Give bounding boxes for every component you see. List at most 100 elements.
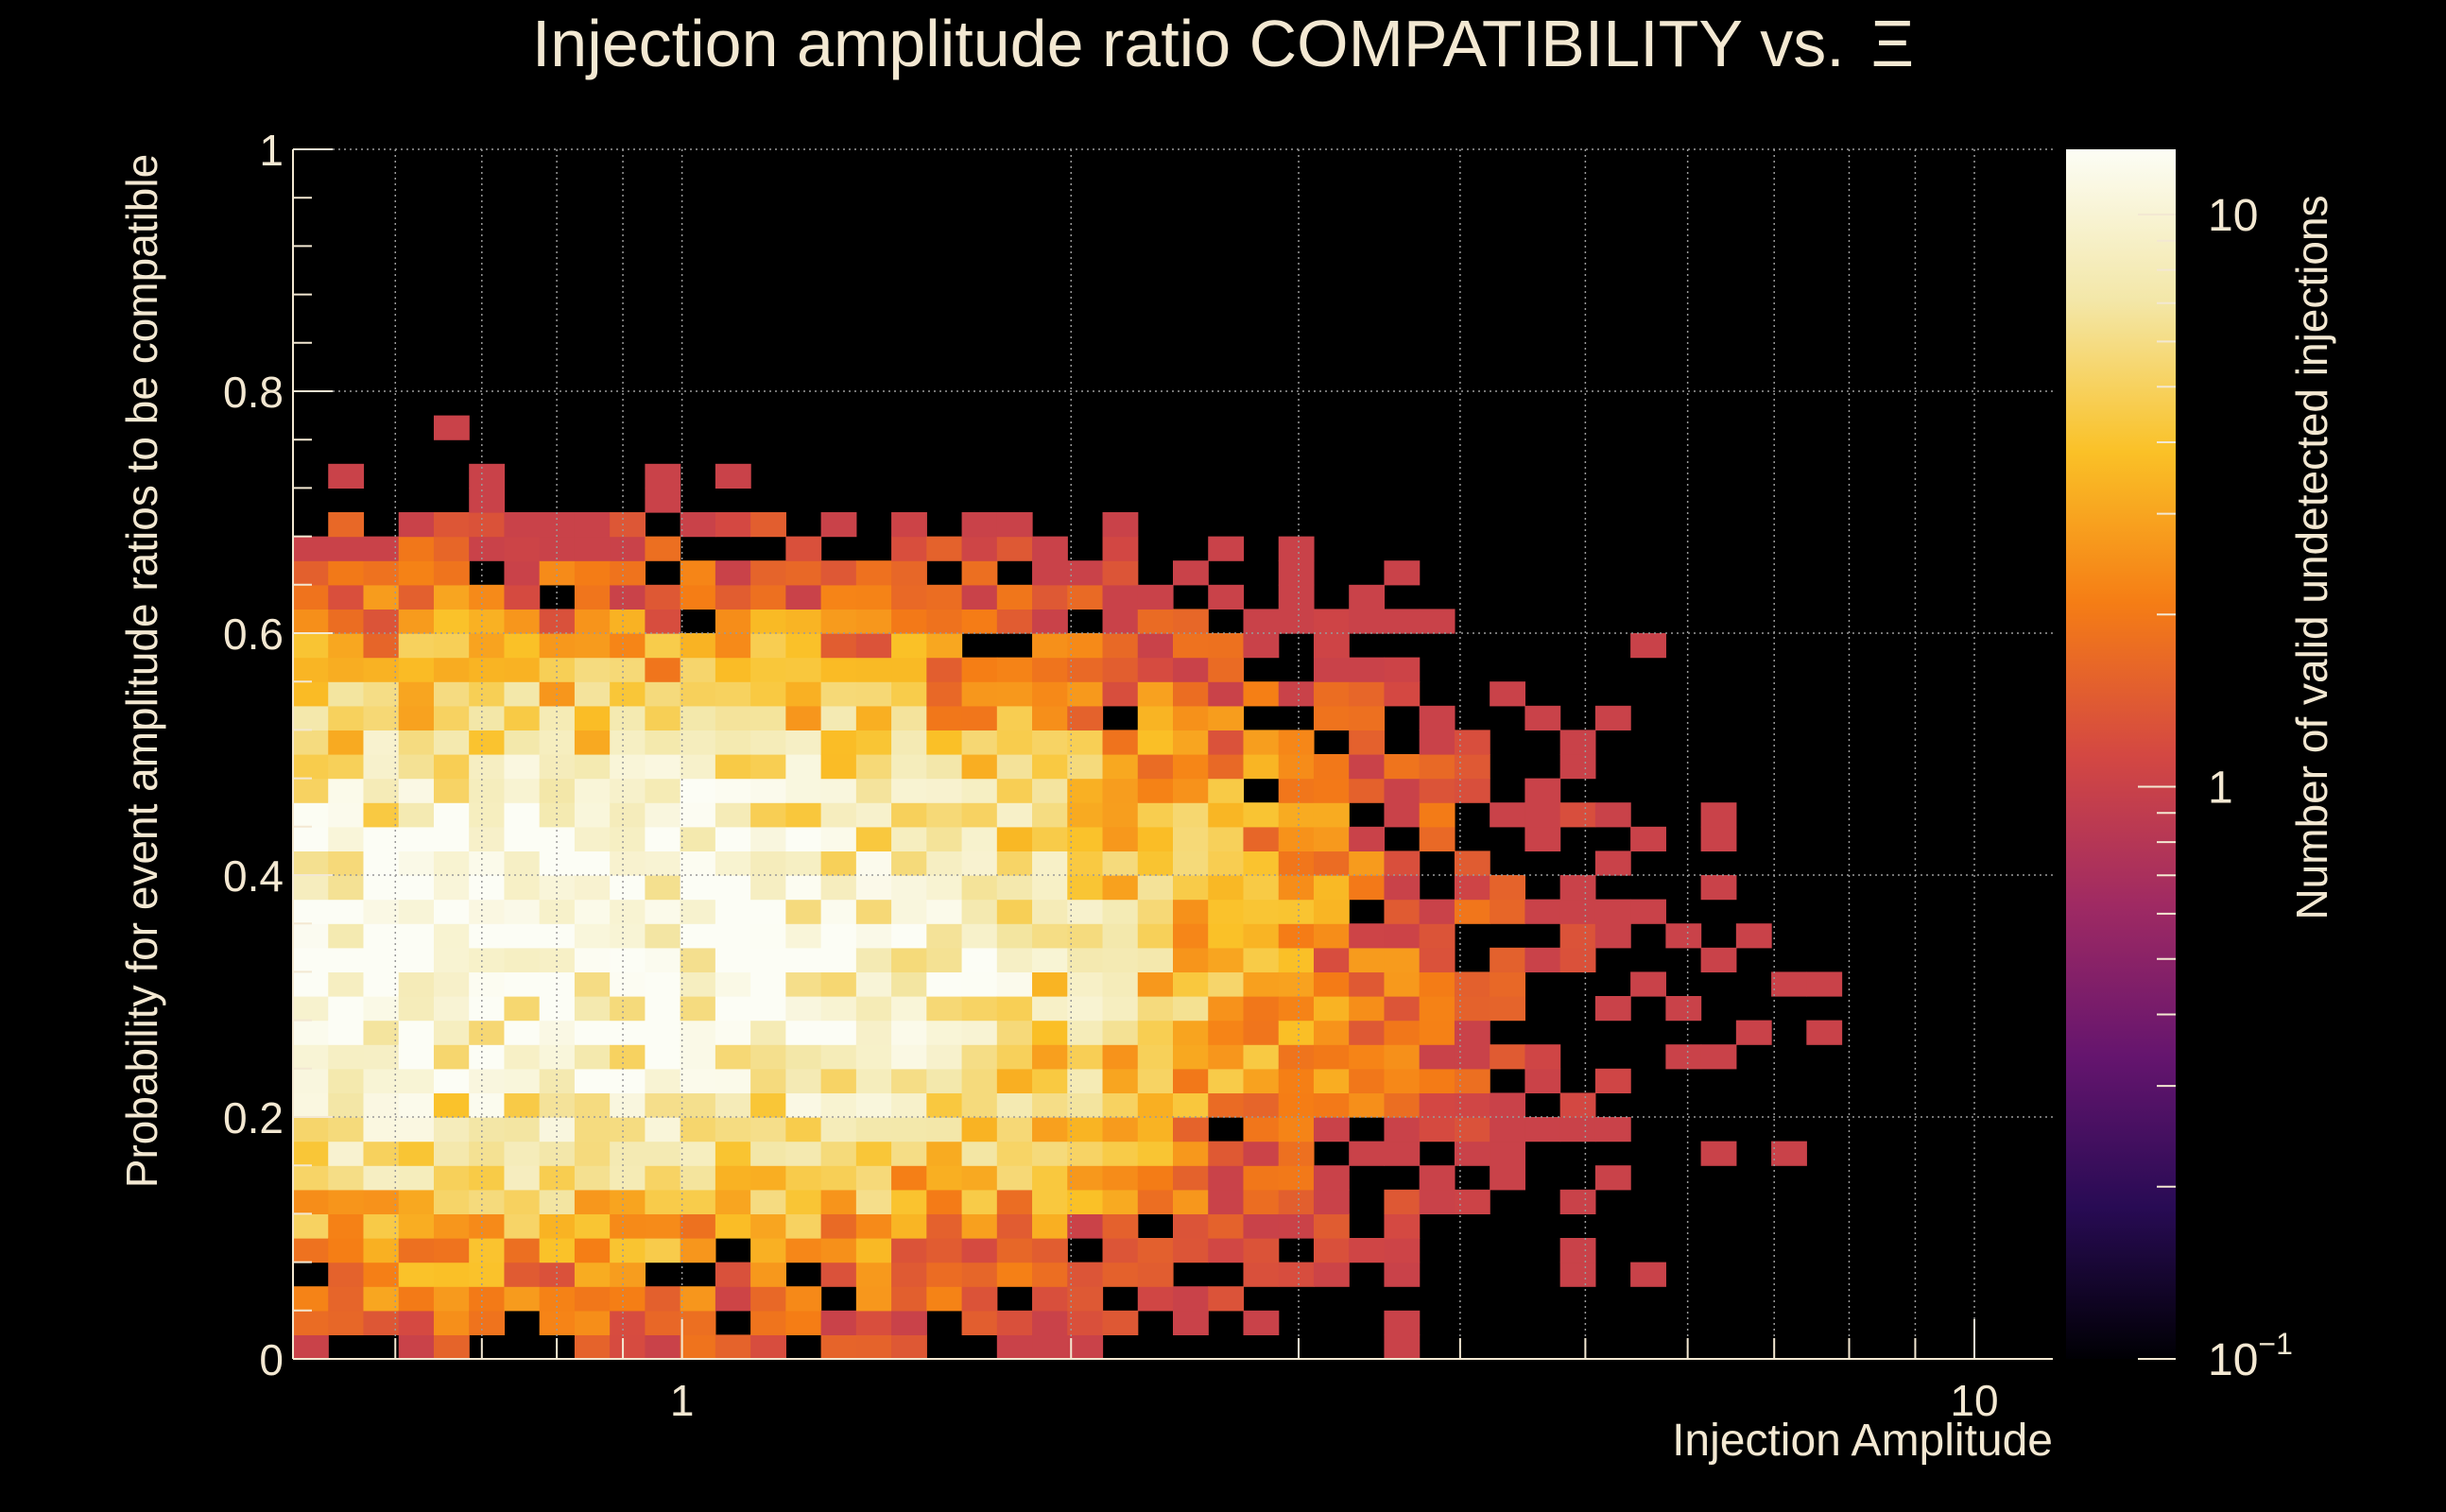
heatmap-cell xyxy=(610,1238,646,1263)
heatmap-cell xyxy=(961,560,998,586)
heatmap-cell xyxy=(610,754,646,780)
heatmap-cell xyxy=(1208,536,1245,561)
heatmap-cell xyxy=(293,1020,329,1045)
heatmap-cell xyxy=(1032,754,1068,780)
heatmap-cell xyxy=(1278,584,1315,610)
heatmap-cell xyxy=(1067,996,1104,1022)
heatmap-cell xyxy=(750,1165,786,1191)
heatmap-cell xyxy=(1032,971,1068,997)
heatmap-cell xyxy=(398,1020,435,1045)
heatmap-cell xyxy=(1032,1020,1068,1045)
heatmap-cell xyxy=(1173,778,1209,803)
heatmap-cell xyxy=(574,1141,611,1166)
heatmap-cell xyxy=(961,1238,998,1263)
heatmap-cell xyxy=(433,754,470,780)
heatmap-cell xyxy=(715,1068,751,1093)
heatmap-cell xyxy=(504,609,541,634)
heatmap-cell xyxy=(469,947,506,972)
heatmap-cell xyxy=(1278,536,1315,561)
heatmap-cell xyxy=(891,609,927,634)
heatmap-cell xyxy=(363,730,400,755)
heatmap-cell xyxy=(1102,826,1139,851)
heatmap-cell xyxy=(504,947,541,972)
heatmap-cell xyxy=(785,1092,822,1118)
heatmap-cell xyxy=(469,1310,506,1335)
heatmap-cell xyxy=(469,971,506,997)
heatmap-cell xyxy=(926,730,963,755)
heatmap-cell xyxy=(750,996,786,1022)
heatmap-cell xyxy=(293,681,329,707)
heatmap-cell xyxy=(1490,1165,1525,1191)
heatmap-cell xyxy=(328,512,365,538)
heatmap-cell xyxy=(750,778,786,803)
heatmap-cell xyxy=(1524,1068,1561,1093)
heatmap-cell xyxy=(1384,899,1421,924)
heatmap-cell xyxy=(398,947,435,972)
heatmap-cell xyxy=(1173,971,1209,997)
heatmap-cell xyxy=(1384,971,1421,997)
heatmap-cell xyxy=(750,1238,786,1263)
heatmap-cell xyxy=(961,1189,998,1214)
heatmap-cell xyxy=(750,730,786,755)
heatmap-cell xyxy=(855,923,892,949)
heatmap-cell xyxy=(574,1165,611,1191)
heatmap-cell xyxy=(820,1044,857,1070)
heatmap-cell xyxy=(574,1117,611,1143)
heatmap-cell xyxy=(363,536,400,561)
heatmap-cell xyxy=(574,1044,611,1070)
heatmap-cell xyxy=(1419,705,1456,730)
heatmap-cell xyxy=(433,1165,470,1191)
heatmap-cell xyxy=(1102,633,1139,659)
heatmap-cell xyxy=(293,536,329,561)
heatmap-cell xyxy=(996,1020,1033,1045)
heatmap-cell xyxy=(328,1092,365,1118)
heatmap-cell xyxy=(645,1310,681,1335)
x-tick-label: 10 xyxy=(1950,1376,1998,1425)
heatmap-cell xyxy=(1524,826,1561,851)
heatmap-cell xyxy=(715,971,751,997)
heatmap-cell xyxy=(504,1165,541,1191)
heatmap-cell xyxy=(469,1020,506,1045)
heatmap-cell xyxy=(750,754,786,780)
heatmap-cell xyxy=(750,705,786,730)
heatmap-cell xyxy=(574,996,611,1022)
heatmap-cell xyxy=(961,802,998,828)
heatmap-cell xyxy=(855,705,892,730)
heatmap-cell xyxy=(610,947,646,972)
heatmap-cell xyxy=(680,899,716,924)
heatmap-cell xyxy=(1137,609,1174,634)
heatmap-cell xyxy=(1313,1165,1350,1191)
heatmap-cell xyxy=(363,826,400,851)
heatmap-cell xyxy=(1278,1165,1315,1191)
heatmap-cell xyxy=(293,1117,329,1143)
heatmap-cell xyxy=(785,826,822,851)
heatmap-cell xyxy=(891,584,927,610)
heatmap-cell xyxy=(1208,971,1245,997)
heatmap-cell xyxy=(1771,1141,1807,1166)
heatmap-cell xyxy=(820,1189,857,1214)
heatmap-cell xyxy=(1137,1238,1174,1263)
heatmap-cell xyxy=(715,681,751,707)
heatmap-cell xyxy=(1102,1165,1139,1191)
heatmap-cell xyxy=(328,560,365,586)
heatmap-cell xyxy=(328,633,365,659)
heatmap-cell xyxy=(1243,826,1280,851)
heatmap-cell xyxy=(363,609,400,634)
heatmap-cell xyxy=(1278,1117,1315,1143)
heatmap-cell xyxy=(610,609,646,634)
heatmap-cell xyxy=(504,705,541,730)
heatmap-cell xyxy=(680,1141,716,1166)
heatmap-cell xyxy=(1067,1165,1104,1191)
heatmap-cell xyxy=(610,1310,646,1335)
heatmap-cell xyxy=(820,1213,857,1239)
heatmap-cell xyxy=(750,875,786,901)
heatmap-cell xyxy=(504,899,541,924)
heatmap-cell xyxy=(1102,778,1139,803)
heatmap-cell xyxy=(680,657,716,682)
heatmap-cell xyxy=(363,1141,400,1166)
heatmap-cell xyxy=(1735,1020,1772,1045)
colorbar-tick-label: 10−1 xyxy=(2208,1327,2293,1385)
heatmap-cell xyxy=(645,705,681,730)
heatmap-cell xyxy=(328,1165,365,1191)
heatmap-cell xyxy=(1384,850,1421,876)
